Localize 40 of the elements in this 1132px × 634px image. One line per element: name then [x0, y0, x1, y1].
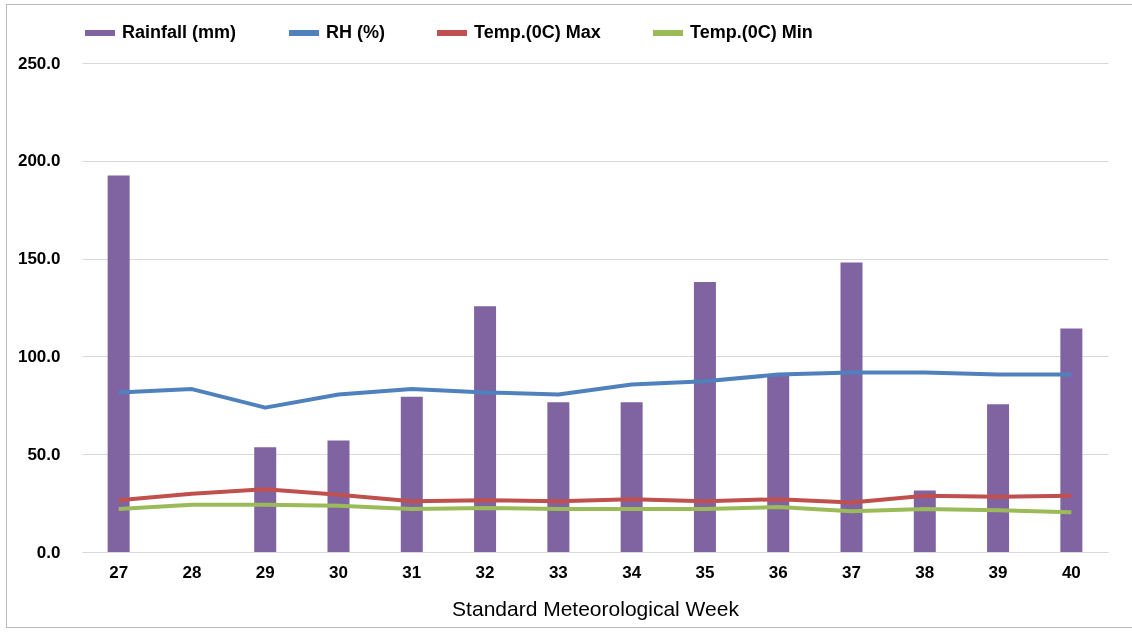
legend-label: Rainfall (mm): [122, 22, 237, 42]
bar: [254, 447, 277, 552]
bar: [474, 306, 497, 552]
y-tick-label: 200.0: [17, 151, 61, 171]
line-series: [116, 370, 1074, 410]
x-tick-label: 35: [695, 562, 715, 582]
x-tick-label: 28: [182, 562, 202, 582]
y-tick-label: 150.0: [17, 249, 61, 269]
bar: [1060, 328, 1083, 552]
bar: [987, 404, 1010, 552]
x-tick-label: 38: [915, 562, 935, 582]
x-tick-label: 39: [988, 562, 1008, 582]
bar: [400, 396, 423, 552]
x-tick-label: 37: [842, 562, 861, 582]
x-tick-label: 30: [329, 562, 348, 582]
y-tick-label: 100.0: [17, 346, 61, 366]
bar: [840, 262, 863, 552]
y-tick-label: 250.0: [17, 53, 61, 73]
legend-label: RH (%): [326, 22, 385, 42]
x-tick-label: 40: [1061, 562, 1081, 582]
x-axis-title: Standard Meteorological Week: [452, 596, 740, 620]
line-series: [116, 487, 1074, 505]
bar: [620, 402, 643, 552]
x-tick-label: 29: [255, 562, 275, 582]
x-tick-label: 31: [402, 562, 422, 582]
x-tick-label: 27: [109, 562, 129, 582]
bar: [693, 282, 716, 552]
bar: [767, 374, 790, 552]
x-tick-label: 33: [548, 562, 568, 582]
y-tick-label: 0.0: [36, 542, 61, 562]
bar: [327, 440, 350, 552]
bar: [107, 175, 130, 552]
legend-label: Temp.(0C) Min: [690, 22, 813, 42]
line-series: [116, 502, 1074, 515]
legend-label: Temp.(0C) Max: [474, 22, 601, 42]
x-tick-label: 34: [622, 562, 642, 582]
bar: [547, 402, 570, 552]
x-tick-label: 32: [475, 562, 495, 582]
x-tick-label: 36: [768, 562, 788, 582]
y-tick-label: 50.0: [27, 444, 61, 464]
